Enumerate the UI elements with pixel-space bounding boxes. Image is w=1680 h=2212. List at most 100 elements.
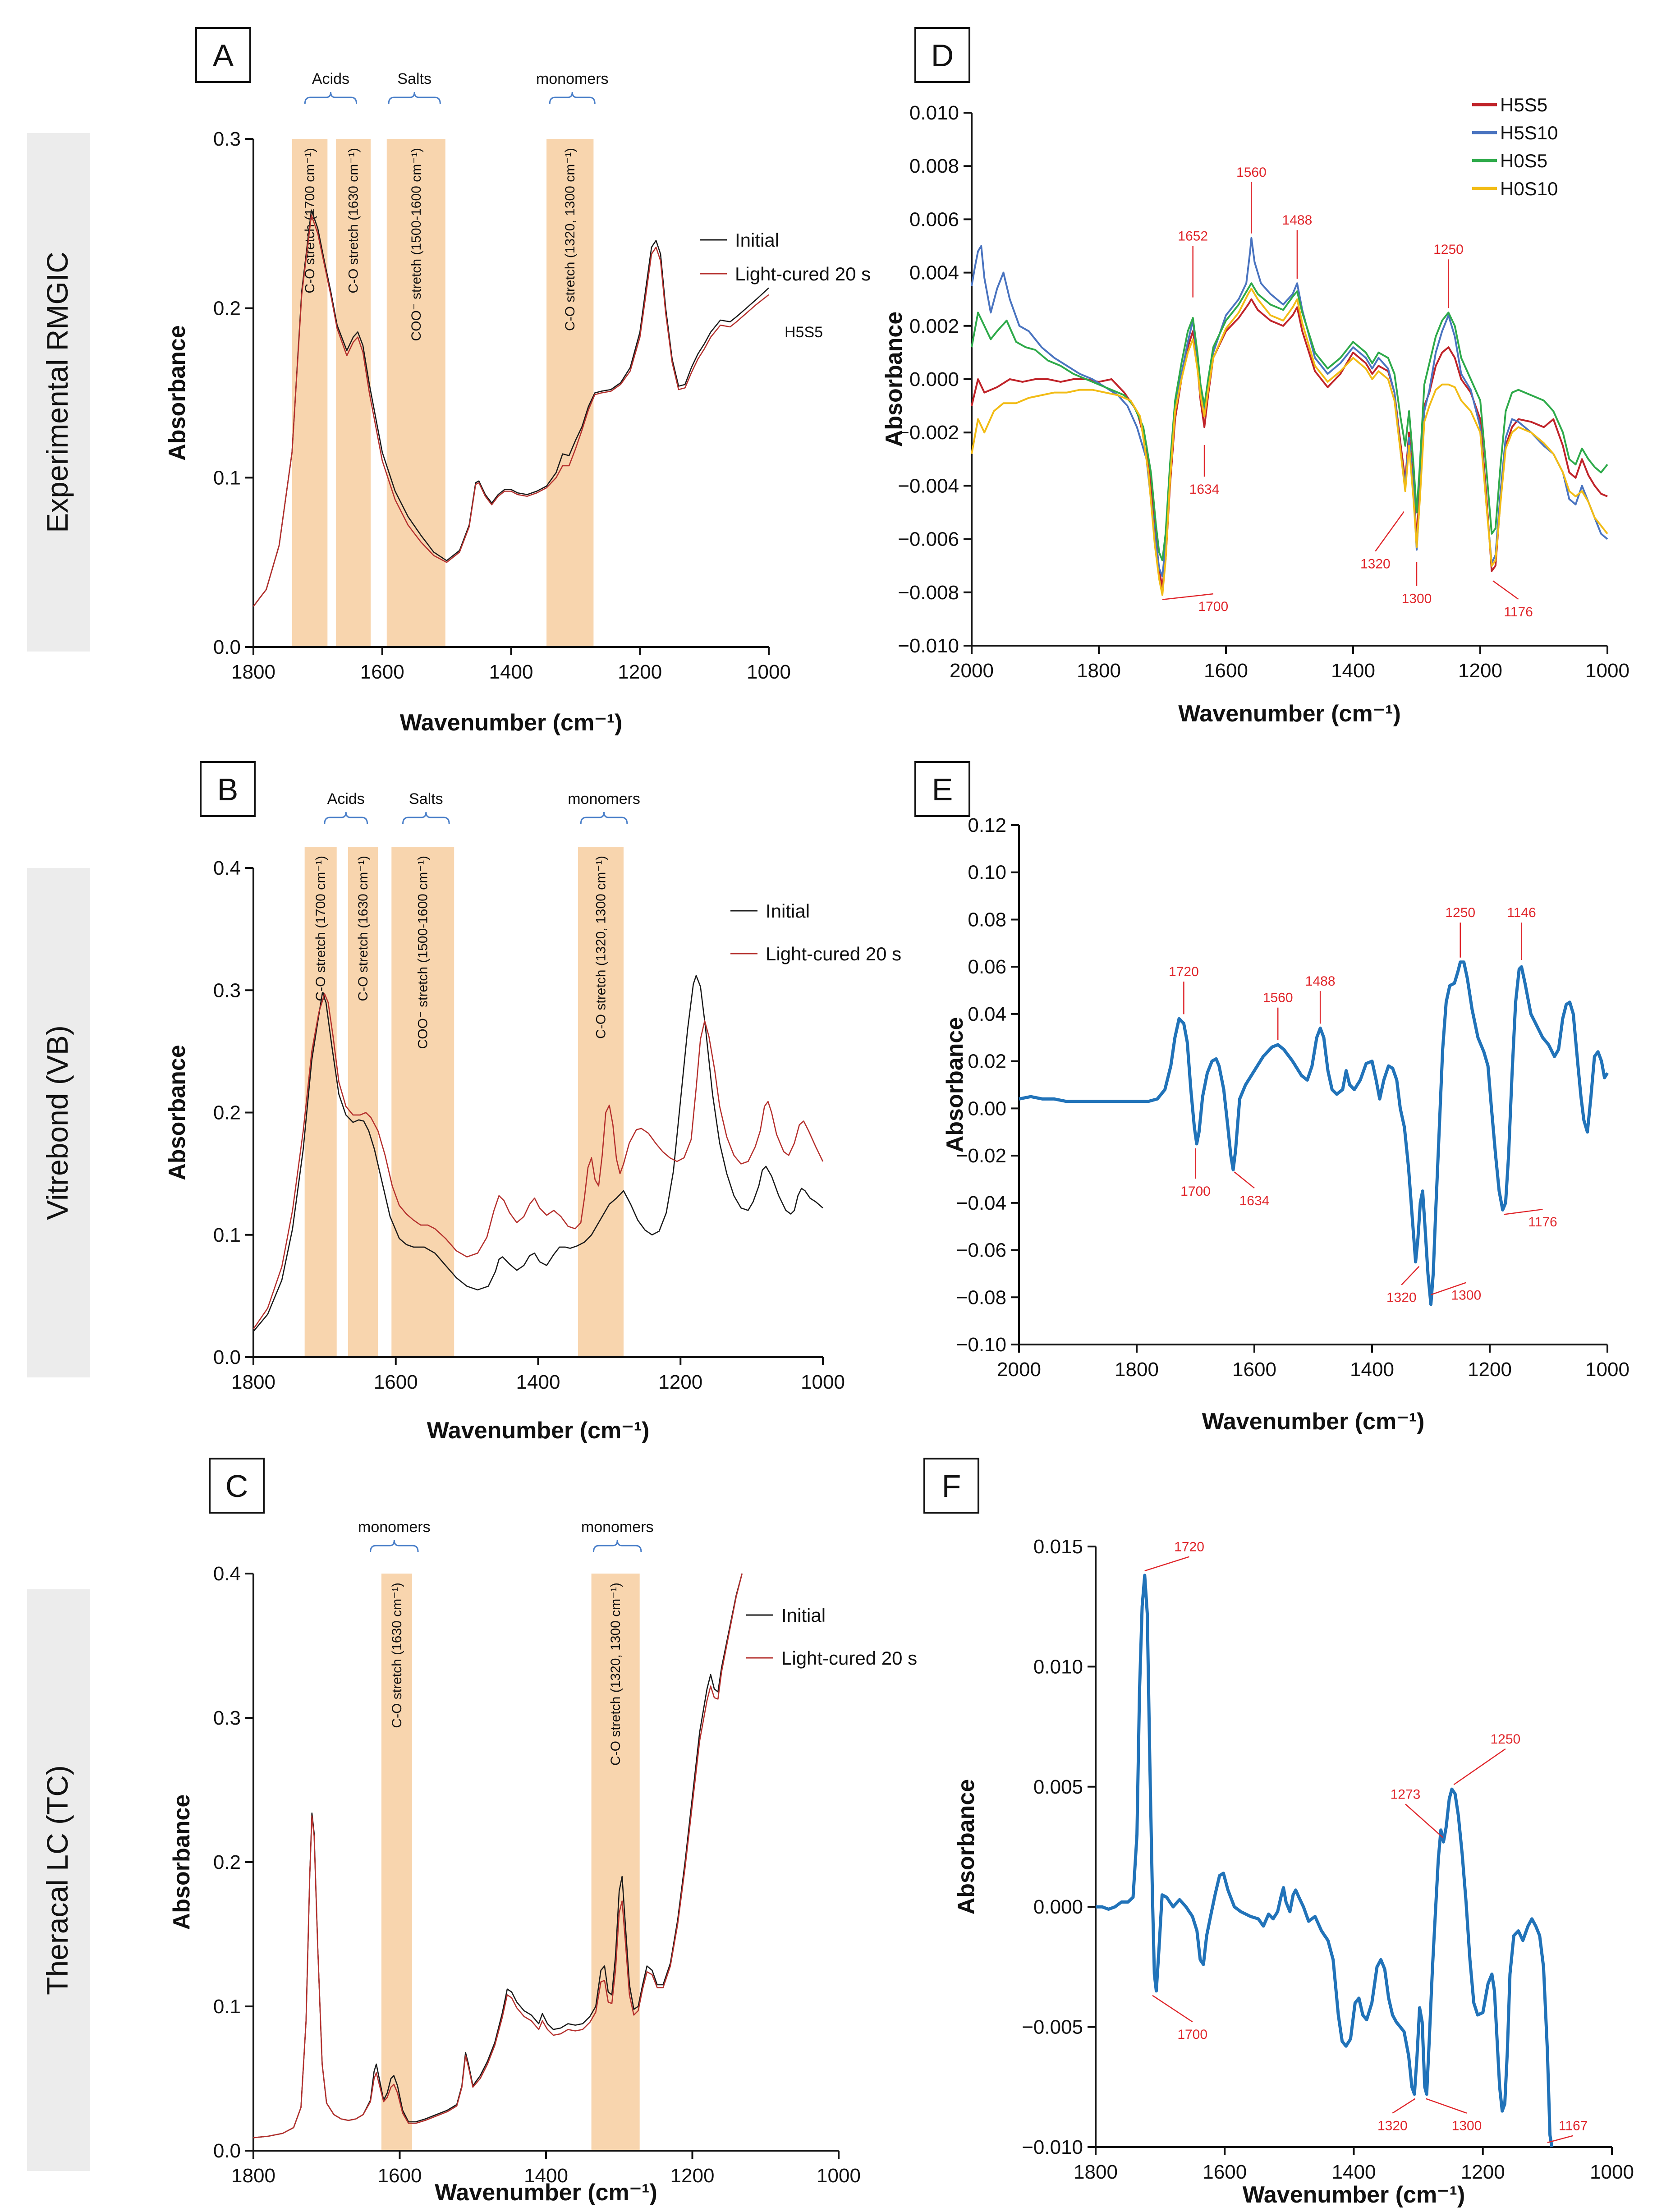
panel-b-y-tick-label-3: 0.2 bbox=[213, 1102, 241, 1124]
panel-a-band-2-label: C-O stretch (1630 cm⁻¹) bbox=[346, 148, 361, 294]
panel-b: B C-O stretch (1700 cm⁻¹) C-O stretch (16… bbox=[164, 761, 901, 1444]
panel-d-x-tick-label-3: 1600 bbox=[1204, 660, 1248, 682]
panel-f-annotation-line-2 bbox=[1405, 1804, 1443, 1838]
panel-d-y-tick-label-7: −0.002 bbox=[898, 422, 959, 444]
panel-c-y-tick-label-5: 0.4 bbox=[213, 1563, 241, 1585]
panel-d-y-tick-label-10: −0.008 bbox=[898, 582, 959, 604]
panel-f-annotation-label-2: 1273 bbox=[1391, 1787, 1421, 1802]
panel-a-group-bracket-3 bbox=[549, 92, 596, 104]
panel-b-x-tick-label-4: 1200 bbox=[658, 1371, 702, 1393]
panel-d-annotation-label-7: 1300 bbox=[1402, 591, 1432, 606]
panel-d-series-h0s10 bbox=[971, 288, 1608, 596]
panel-d-annotation-label-9: 1700 bbox=[1198, 599, 1228, 614]
panel-d-annotation-label-5: 1634 bbox=[1189, 482, 1220, 497]
panel-d-letter-box bbox=[914, 27, 970, 83]
panel-b-group-label-1: Acids bbox=[327, 790, 365, 808]
panel-a-y-tick-label-2: 0.1 bbox=[213, 467, 241, 489]
panel-b-band-1 bbox=[304, 847, 337, 1357]
panel-c-letter-box bbox=[209, 1458, 265, 1514]
panel-d-y-tick-label-2: 0.008 bbox=[909, 155, 959, 177]
panel-a-legend-label-1: Initial bbox=[735, 229, 779, 251]
panel-a-series-initial bbox=[252, 209, 769, 607]
panel-f: F 1800 1600 1400 1200 1000 0.015 0.010 0.005 0.0… bbox=[923, 1458, 1634, 2208]
panel-e-annotation-line-10 bbox=[1504, 1208, 1543, 1215]
panel-e-x-tick-label-3: 1600 bbox=[1232, 1358, 1276, 1381]
panel-c-band-2 bbox=[591, 1574, 640, 2151]
panel-f-letter: F bbox=[942, 1469, 961, 1504]
panel-e-annotation-label-6: 1700 bbox=[1180, 1184, 1211, 1199]
panel-d-y-tick-label-3: 0.006 bbox=[909, 208, 959, 230]
panel-d-legend-label-3: H0S5 bbox=[1500, 150, 1547, 171]
panel-f-annotation-line-3 bbox=[1453, 1748, 1506, 1785]
panel-b-x-tick-label-5: 1000 bbox=[801, 1371, 845, 1393]
panel-e-x-tick-label-1: 2000 bbox=[997, 1358, 1041, 1381]
panel-e-annotation-line-9 bbox=[1431, 1282, 1467, 1295]
panel-c-band-1 bbox=[381, 1574, 413, 2151]
panel-a-band-2 bbox=[335, 139, 371, 647]
panel-d-x-tick-label-5: 1200 bbox=[1458, 660, 1502, 682]
panel-e-annotation-label-5: 1146 bbox=[1507, 905, 1536, 920]
panel-a-group-label-1: Acids bbox=[312, 70, 349, 87]
panel-f-y-tick-label-1: 0.015 bbox=[1033, 1536, 1083, 1558]
panel-d-annotation-label-1: 1560 bbox=[1236, 165, 1267, 180]
panel-a-band-4 bbox=[546, 139, 594, 647]
panel-c: C C-O stretch (1630 cm⁻¹) C-O stretch (13… bbox=[169, 1458, 917, 2206]
panel-e-annotation-line-8 bbox=[1401, 1266, 1420, 1285]
panel-d-y-tick-label-8: −0.004 bbox=[898, 475, 959, 497]
row-label-3-text: Theracal LC (TC) bbox=[41, 1765, 74, 1995]
panel-c-group-label-1: monomers bbox=[358, 1519, 431, 1536]
panel-a-x-axis-label: Wavenumber (cm⁻¹) bbox=[400, 710, 623, 736]
row-label-1: Experimental RMGIC bbox=[27, 133, 90, 652]
panel-a-x-tick-label-2: 1600 bbox=[360, 661, 404, 683]
panel-b-letter-box bbox=[200, 761, 256, 817]
panel-e-annotation-label-8: 1320 bbox=[1386, 1290, 1417, 1305]
panel-e: E 2000 1800 1600 1400 1200 1000 0.12 0.10 0.08 0.… bbox=[914, 761, 1630, 1435]
panel-d-x-tick-label-6: 1000 bbox=[1585, 660, 1630, 682]
panel-c-y-tick-label-3: 0.2 bbox=[213, 1851, 241, 1873]
panel-f-annotation-line-7 bbox=[1547, 2135, 1574, 2143]
panel-d-annotation-label-4: 1250 bbox=[1433, 242, 1464, 257]
panel-f-series-difference bbox=[1096, 1574, 1554, 2148]
panel-d-x-tick-label-1: 2000 bbox=[950, 660, 994, 682]
panel-e-y-tick-label-5: 0.04 bbox=[968, 1003, 1006, 1025]
panel-f-y-tick-label-5: −0.005 bbox=[1022, 2016, 1083, 2038]
panel-e-y-tick-label-9: −0.04 bbox=[956, 1192, 1006, 1214]
panel-d-annotation-label-3: 1488 bbox=[1282, 213, 1313, 228]
panel-b-band-2-label: C-O stretch (1630 cm⁻¹) bbox=[356, 856, 371, 1001]
panel-b-y-tick-label-2: 0.1 bbox=[213, 1224, 241, 1246]
panel-d-annotation-label-6: 1320 bbox=[1360, 557, 1391, 572]
row-label-2-text: Vitrebond (VB) bbox=[41, 1025, 74, 1220]
panel-d-y-tick-label-9: −0.006 bbox=[898, 528, 959, 551]
panel-e-y-tick-label-2: 0.10 bbox=[968, 862, 1006, 884]
panel-b-y-tick-label-1: 0.0 bbox=[213, 1346, 241, 1368]
panel-c-x-tick-label-4: 1200 bbox=[670, 2165, 715, 2187]
panel-d-annotation-label-2: 1652 bbox=[1178, 229, 1208, 244]
panel-e-y-axis-label: Absorbance bbox=[942, 1017, 968, 1153]
panel-f-y-tick-label-4: 0.000 bbox=[1033, 1896, 1083, 1918]
panel-a-y-tick-label-4: 0.3 bbox=[213, 128, 241, 150]
panel-b-band-3 bbox=[391, 847, 454, 1357]
panel-b-x-tick-label-2: 1600 bbox=[374, 1371, 418, 1393]
panel-e-y-tick-label-4: 0.06 bbox=[968, 956, 1006, 978]
panel-f-annotation-line-1 bbox=[1144, 1556, 1189, 1572]
panel-f-annotation-label-7: 1167 bbox=[1559, 2119, 1588, 2134]
panel-a-series-light-cured-20-s bbox=[252, 214, 769, 607]
panel-c-x-tick-label-1: 1800 bbox=[231, 2165, 275, 2187]
panel-e-x-tick-label-5: 1200 bbox=[1468, 1358, 1512, 1381]
panel-b-series-light-cured-20-s bbox=[252, 993, 824, 1330]
panel-d-y-tick-label-6: 0.000 bbox=[909, 368, 959, 390]
panel-d-annotation-label-8: 1176 bbox=[1504, 605, 1533, 620]
panel-a-group-label-2: Salts bbox=[397, 70, 431, 87]
panel-d-y-tick-label-1: 0.010 bbox=[909, 102, 959, 124]
panel-f-annotation-label-1: 1720 bbox=[1174, 1540, 1204, 1555]
panel-f-x-tick-label-1: 1800 bbox=[1074, 2161, 1118, 2183]
row-label-2-bg bbox=[27, 868, 90, 1377]
panel-f-x-tick-label-5: 1000 bbox=[1590, 2161, 1634, 2183]
panel-d-legend-label-4: H0S10 bbox=[1500, 178, 1558, 199]
row-label-3: Theracal LC (TC) bbox=[27, 1589, 90, 2171]
panel-a-letter: A bbox=[213, 38, 234, 73]
row-label-1-bg bbox=[27, 133, 90, 652]
panel-c-x-tick-label-3: 1400 bbox=[524, 2165, 568, 2187]
